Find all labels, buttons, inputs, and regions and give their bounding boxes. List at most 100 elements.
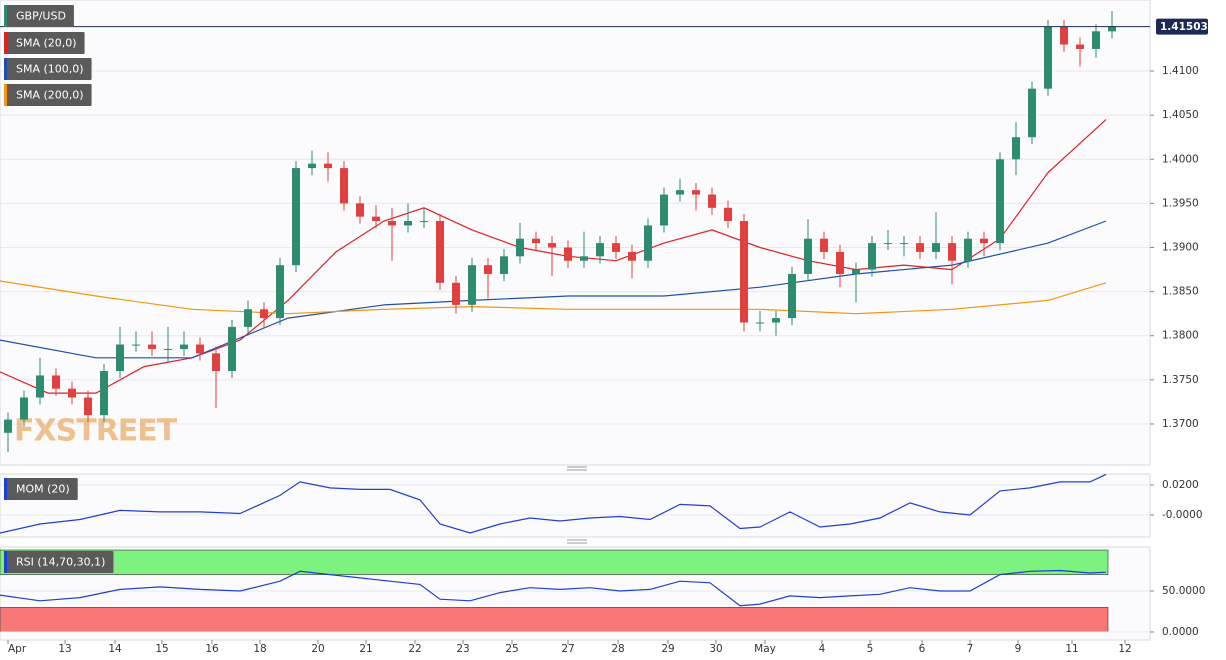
candle-body: [452, 282, 460, 305]
candle-body: [196, 344, 204, 354]
candle-body: [388, 221, 396, 226]
legend-swatch: [4, 32, 7, 54]
candle-body: [516, 238, 524, 257]
y-tick-label: 0.0000: [1162, 626, 1199, 638]
candle-body: [644, 225, 652, 261]
candle-body: [612, 243, 620, 252]
indicator-line: [0, 280, 1107, 315]
candle-body: [772, 318, 780, 323]
legend-box: [4, 32, 85, 54]
x-tick-label: 25: [505, 643, 518, 655]
y-tick-label: 0.0200: [1162, 479, 1199, 491]
candle-body: [100, 371, 108, 416]
y-tick-label: 1.3850: [1162, 286, 1199, 298]
candle-body: [820, 238, 828, 252]
x-tick-label: 5: [867, 643, 874, 655]
candle-body: [1012, 137, 1020, 160]
y-tick-label: 1.4000: [1162, 153, 1199, 165]
candle-body: [52, 375, 60, 389]
candle-body: [660, 194, 668, 226]
candle-body: [116, 344, 124, 372]
candle-body: [756, 322, 764, 324]
x-tick-label: 20: [311, 643, 324, 655]
candle-body: [132, 344, 140, 346]
indicator-line: [0, 119, 1107, 394]
legend-item: GBP/USD: [4, 5, 74, 27]
last-price-label: 1.41503: [1160, 21, 1208, 33]
candle-body: [436, 221, 444, 283]
y-tick-label: 1.4050: [1162, 109, 1199, 121]
legend-label: SMA (200,0): [16, 89, 84, 102]
candle-body: [500, 256, 508, 274]
candle-body: [244, 309, 252, 327]
legend-item: SMA (20,0): [4, 32, 85, 54]
candle-body: [372, 216, 380, 222]
x-tick-label: 4: [819, 643, 826, 655]
rsi-zone: [0, 607, 1109, 633]
legend-label: SMA (100,0): [16, 63, 84, 76]
candle-body: [948, 243, 956, 261]
x-tick-label: 29: [661, 643, 674, 655]
candle-body: [420, 221, 428, 223]
legend-item: SMA (200,0): [4, 84, 92, 106]
indicator-line: [0, 569, 1107, 607]
x-tick-label: 12: [1118, 643, 1131, 655]
watermark: FXSTREET: [14, 414, 178, 449]
panel-grip: [567, 466, 587, 544]
x-tick-label: Apr: [8, 643, 27, 655]
x-tick-label: 7: [967, 643, 974, 655]
x-tick-label: 23: [456, 643, 469, 655]
candle-body: [1092, 31, 1100, 49]
candle-body: [484, 265, 492, 274]
candle-body: [548, 243, 556, 248]
x-tick-label: 28: [611, 643, 624, 655]
y-tick-label: 1.3800: [1162, 330, 1199, 342]
x-tick-label: 14: [108, 643, 122, 655]
candle-body: [340, 168, 348, 204]
candle-body: [852, 269, 860, 274]
y-tick-label: 1.3950: [1162, 197, 1199, 209]
candle-body: [84, 397, 92, 416]
legend-item: SMA (100,0): [4, 58, 92, 80]
x-tick-label: 18: [253, 643, 266, 655]
x-tick-label: May: [754, 643, 776, 655]
candle-body: [148, 344, 156, 349]
candle-body: [212, 353, 220, 372]
x-tick-label: 22: [408, 643, 421, 655]
candle-body: [916, 243, 924, 252]
y-tick-label: 1.3700: [1162, 418, 1199, 430]
legend-swatch: [4, 58, 7, 80]
candle-body: [676, 190, 684, 195]
candle-body: [836, 251, 844, 274]
y-tick-label: -0.0000: [1162, 509, 1203, 521]
candle-body: [276, 265, 284, 319]
rsi-zone: [0, 549, 1109, 575]
candle-body: [68, 388, 76, 398]
legend-box: [4, 5, 74, 27]
candle-body: [308, 163, 316, 169]
y-tick-label: 1.3750: [1162, 374, 1199, 386]
legend-label: GBP/USD: [16, 10, 66, 23]
price-panel: [0, 0, 1151, 466]
candle-body: [532, 238, 540, 244]
candle-body: [788, 273, 796, 319]
legend-label: RSI (14,70,30,1): [16, 556, 105, 569]
candle-body: [724, 207, 732, 222]
x-tick-label: 27: [561, 643, 574, 655]
candle-body: [1028, 88, 1036, 138]
candle-body: [932, 243, 940, 252]
candle-body: [580, 256, 588, 261]
x-tick-label: 9: [1015, 643, 1022, 655]
legend-label: MOM (20): [16, 483, 70, 496]
candle-body: [564, 247, 572, 261]
legend-swatch: [4, 5, 7, 27]
last-price-tag: [1156, 18, 1208, 35]
legend-swatch: [4, 551, 7, 573]
mom-panel: [0, 473, 1151, 538]
x-tick-label: 30: [709, 643, 722, 655]
candle-body: [740, 221, 748, 323]
legend-box: [4, 58, 92, 80]
candle-body: [404, 221, 412, 226]
y-tick-label: 1.3900: [1162, 242, 1199, 254]
